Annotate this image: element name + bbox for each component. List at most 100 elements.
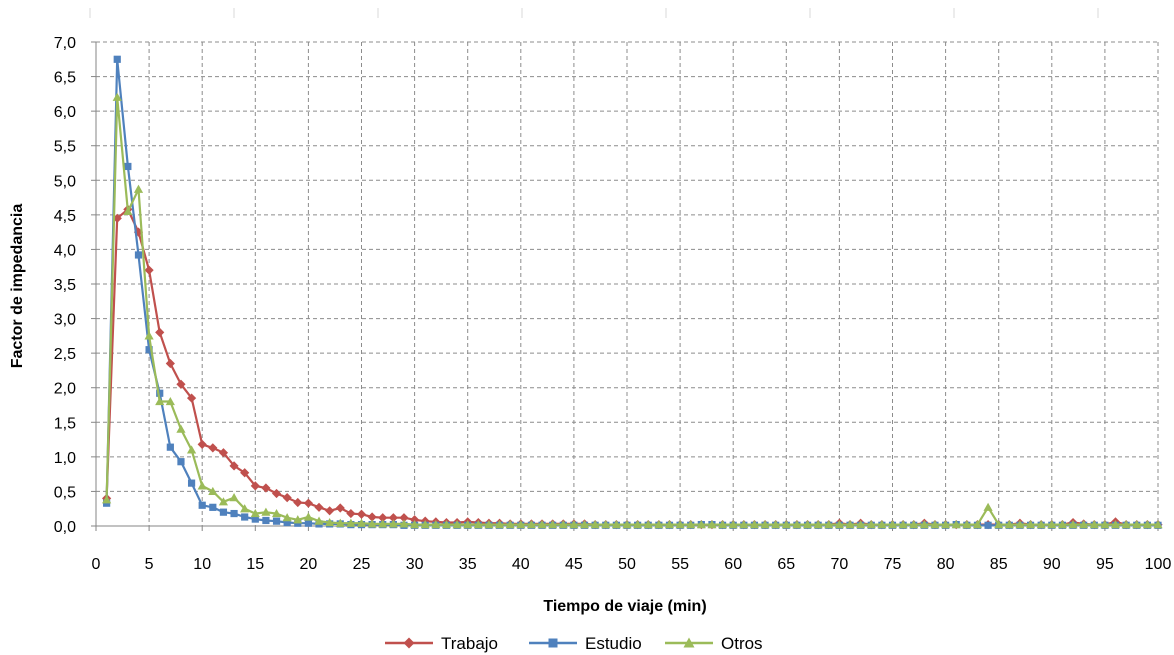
x-tick-label: 100 <box>1145 556 1172 573</box>
data-point-otros <box>526 520 537 529</box>
data-point-otros <box>1132 520 1142 529</box>
data-point-otros <box>643 520 653 529</box>
data-point-otros <box>622 520 632 529</box>
legend-item-trabajo: Trabajo <box>385 634 498 653</box>
data-point-estudio <box>166 443 174 451</box>
data-point-otros <box>834 520 844 529</box>
data-point-trabajo <box>335 503 345 513</box>
data-point-otros <box>962 520 972 529</box>
data-point-otros <box>250 508 260 518</box>
x-axis-title: Tiempo de viaje (min) <box>543 598 706 615</box>
x-tick-label: 95 <box>1096 556 1114 573</box>
data-point-otros <box>1110 520 1121 529</box>
x-tick-label: 0 <box>92 556 101 573</box>
data-point-trabajo <box>250 481 260 491</box>
series-otros <box>102 92 1163 529</box>
legend-item-otros: Otros <box>665 634 763 653</box>
x-tick-label: 10 <box>193 556 211 573</box>
data-point-trabajo <box>165 358 175 369</box>
data-point-trabajo <box>346 508 356 519</box>
data-point-trabajo <box>261 483 271 493</box>
data-point-otros <box>208 486 218 496</box>
data-point-trabajo <box>197 439 207 450</box>
axes <box>91 41 1159 531</box>
data-point-estudio <box>251 515 259 523</box>
x-tick-label: 55 <box>671 556 689 573</box>
legend-marker-estudio <box>548 638 558 648</box>
legend-item-estudio: Estudio <box>529 634 642 653</box>
x-tick-label: 75 <box>884 556 902 573</box>
x-tick-labels: 0 5 10 15 20 25 30 35 40 45 50 55 60 65 70 75 80 85 90 95 10… <box>92 556 1172 573</box>
data-point-otros <box>548 520 558 529</box>
data-point-otros <box>516 520 526 529</box>
data-point-otros <box>1057 520 1068 529</box>
x-tick-label: 40 <box>512 556 530 573</box>
data-point-otros <box>972 520 983 529</box>
data-point-trabajo <box>229 461 239 471</box>
data-point-trabajo <box>356 509 367 519</box>
data-point-otros <box>1036 520 1046 529</box>
data-point-trabajo <box>282 493 292 503</box>
data-point-otros <box>102 495 112 504</box>
y-tick-label: 1,0 <box>54 450 76 467</box>
data-point-trabajo <box>399 513 409 523</box>
y-tick-label: 1,5 <box>54 415 76 432</box>
data-point-estudio <box>177 458 185 466</box>
data-point-otros <box>494 520 505 529</box>
x-tick-label: 15 <box>246 556 264 573</box>
series-layer <box>102 55 1163 530</box>
data-point-otros <box>229 493 239 502</box>
data-point-otros <box>983 502 993 511</box>
data-point-otros <box>112 92 122 101</box>
data-point-trabajo <box>218 448 229 458</box>
data-point-trabajo <box>367 512 377 522</box>
data-point-otros <box>144 331 154 340</box>
data-point-trabajo <box>155 327 165 337</box>
series-line-estudio <box>105 58 1158 527</box>
data-point-estudio <box>209 503 217 511</box>
data-point-otros <box>898 520 908 529</box>
data-point-otros <box>994 520 1004 529</box>
x-tick-label: 70 <box>831 556 849 573</box>
data-point-otros <box>1004 520 1014 529</box>
data-point-otros <box>293 515 303 524</box>
series-estudio <box>103 55 1162 529</box>
data-point-otros <box>579 520 590 529</box>
legend-label-otros: Otros <box>721 634 763 653</box>
x-tick-label: 65 <box>777 556 795 573</box>
data-point-otros <box>346 518 356 527</box>
data-point-otros <box>845 520 855 529</box>
data-point-estudio <box>156 389 164 397</box>
data-point-estudio <box>283 518 291 527</box>
data-point-estudio <box>272 517 281 525</box>
y-tick-label: 5,5 <box>54 139 76 156</box>
data-point-otros <box>824 520 834 529</box>
y-tick-label: 2,5 <box>54 346 76 363</box>
data-point-otros <box>378 519 388 528</box>
data-point-otros <box>441 520 452 529</box>
data-point-otros <box>282 513 292 522</box>
data-point-trabajo <box>325 506 335 516</box>
data-point-otros <box>1025 520 1036 529</box>
data-point-otros <box>866 520 876 529</box>
data-point-otros <box>696 520 706 529</box>
series-trabajo <box>102 204 1163 530</box>
y-tick-label: 0,0 <box>54 519 76 536</box>
data-point-otros <box>717 520 728 529</box>
data-point-otros <box>654 520 664 529</box>
data-point-otros <box>558 520 568 529</box>
y-axis-title: Factor de impedancia <box>9 204 26 369</box>
data-point-otros <box>1015 520 1025 529</box>
x-tick-label: 90 <box>1043 556 1061 573</box>
x-tick-label: 25 <box>353 556 371 573</box>
data-point-otros <box>155 396 165 406</box>
x-tick-label: 5 <box>145 556 154 573</box>
data-point-estudio <box>134 251 143 259</box>
legend-label-trabajo: Trabajo <box>441 634 498 653</box>
y-tick-label: 2,0 <box>54 381 76 398</box>
data-point-otros <box>1121 520 1131 529</box>
x-tick-label: 85 <box>990 556 1008 573</box>
data-point-otros <box>739 520 749 529</box>
data-point-estudio <box>145 346 153 354</box>
